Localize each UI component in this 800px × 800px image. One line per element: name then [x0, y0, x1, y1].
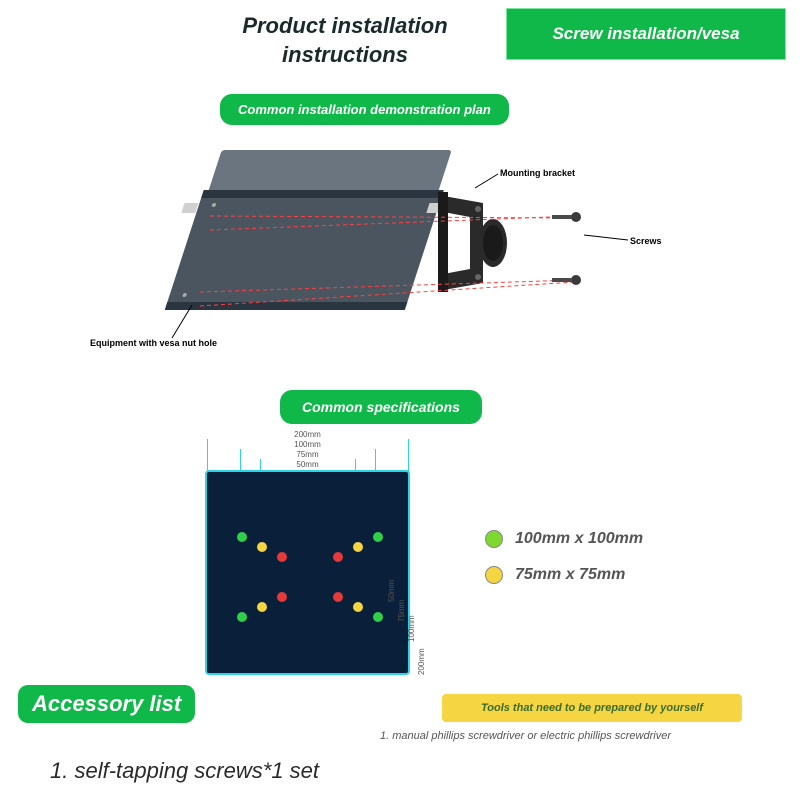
accessory-list-label: Accessory list	[18, 685, 195, 723]
tools-text: 1. manual phillips screwdriver or electr…	[380, 730, 671, 742]
dim-50-side: 50mm	[387, 542, 396, 602]
section-label-plan: Common installation demonstration plan	[220, 94, 509, 125]
accessory-item: 1. self-tapping screws*1 set	[50, 758, 319, 784]
header-badge: Screw installation/vesa	[506, 8, 786, 60]
dim-200-top: 200mm	[205, 430, 410, 439]
label-screws: Screws	[630, 236, 662, 246]
legend-item: 100mm x 100mm	[485, 530, 643, 548]
legend-text: 75mm x 75mm	[515, 566, 625, 584]
vesa-hole-dot	[353, 542, 363, 552]
dim-100-side: 100mm	[407, 502, 416, 642]
label-equipment: Equipment with vesa nut hole	[90, 338, 217, 348]
installation-diagram: Mounting bracket Screws Equipment with v…	[100, 140, 700, 370]
legend-item: 75mm x 75mm	[485, 566, 643, 584]
section-label-specs: Common specifications	[280, 390, 482, 424]
tools-label: Tools that need to be prepared by yourse…	[442, 694, 742, 722]
legend-dot-green	[485, 530, 503, 548]
vesa-hole-dot	[333, 552, 343, 562]
vesa-hole-dot	[277, 552, 287, 562]
vesa-hole-dot	[277, 592, 287, 602]
vesa-legend: 100mm x 100mm 75mm x 75mm	[485, 530, 643, 602]
vesa-hole-dot	[257, 542, 267, 552]
vesa-hole-dot	[237, 612, 247, 622]
vesa-plate	[205, 470, 410, 675]
vesa-diagram: 200mm 100mm 75mm 50mm 200mm 100mm 75mm 5…	[165, 430, 465, 680]
vesa-hole-dot	[353, 602, 363, 612]
dim-200-side: 200mm	[417, 470, 426, 675]
legend-text: 100mm x 100mm	[515, 530, 643, 548]
dim-75-side: 75mm	[397, 522, 406, 622]
page-title: Product installation instructions	[190, 12, 500, 69]
legend-dot-yellow	[485, 566, 503, 584]
dim-100-top: 100mm	[235, 440, 380, 449]
vesa-hole-dot	[257, 602, 267, 612]
vesa-hole-dot	[237, 532, 247, 542]
vesa-hole-dot	[373, 612, 383, 622]
dim-75-top: 75mm	[255, 450, 360, 459]
dim-50-top: 50mm	[275, 460, 340, 469]
vesa-hole-dot	[373, 532, 383, 542]
label-mounting-bracket: Mounting bracket	[500, 168, 575, 178]
vesa-hole-dot	[333, 592, 343, 602]
